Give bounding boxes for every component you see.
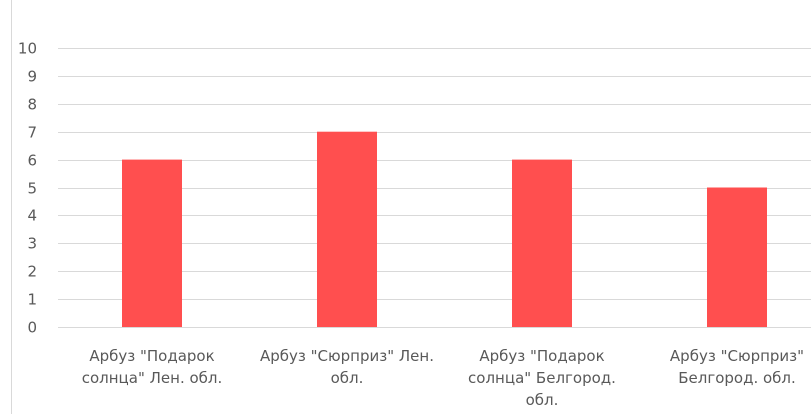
x-tick-label-line: обл.: [526, 391, 559, 409]
bars: [122, 131, 767, 327]
gridlines: [58, 48, 811, 328]
bar-2: [317, 131, 377, 327]
y-tick-label: 4: [27, 207, 37, 225]
x-tick-label-line: солнца" Лен. обл.: [82, 369, 223, 387]
bar-3: [512, 159, 572, 327]
x-tick-label-1: Арбуз "Подарок солнца" Лен. обл.: [82, 347, 223, 387]
x-tick-label-line: Арбуз "Сюрприз" Лен.: [260, 347, 434, 365]
y-tick-label: 3: [27, 235, 37, 253]
y-tick-label: 8: [27, 96, 37, 114]
y-tick-label: 7: [27, 124, 37, 142]
y-tick-label: 1: [27, 291, 37, 309]
y-tick-label: 6: [27, 152, 37, 170]
x-tick-label-2: Арбуз "Сюрприз" Лен. обл.: [260, 347, 434, 387]
x-tick-label-line: обл.: [331, 369, 364, 387]
x-axis-ticks: Арбуз "Подарок солнца" Лен. обл. Арбуз "Сю…: [82, 347, 804, 409]
y-tick-label: 2: [27, 263, 37, 281]
y-tick-label: 5: [27, 180, 37, 198]
x-tick-label-4: Арбуз "Сюрприз" Белгород. обл.: [670, 347, 804, 387]
y-tick-label: 10: [18, 40, 37, 58]
bar-1: [122, 159, 182, 327]
y-tick-label: 0: [27, 319, 37, 337]
x-tick-label-line: Арбуз "Подарок: [89, 347, 214, 365]
x-tick-label-line: Арбуз "Сюрприз": [670, 347, 804, 365]
x-tick-label-line: солнца" Белгород.: [468, 369, 616, 387]
bar-4: [707, 187, 767, 327]
x-tick-label-line: Белгород. обл.: [678, 369, 796, 387]
x-tick-label-line: Арбуз "Подарок: [479, 347, 604, 365]
y-axis-ticks: 0 1 2 3 4 5 6 7 8 9 10: [18, 40, 37, 337]
y-tick-label: 9: [27, 68, 37, 86]
x-tick-label-3: Арбуз "Подарок солнца" Белгород. обл.: [468, 347, 616, 409]
